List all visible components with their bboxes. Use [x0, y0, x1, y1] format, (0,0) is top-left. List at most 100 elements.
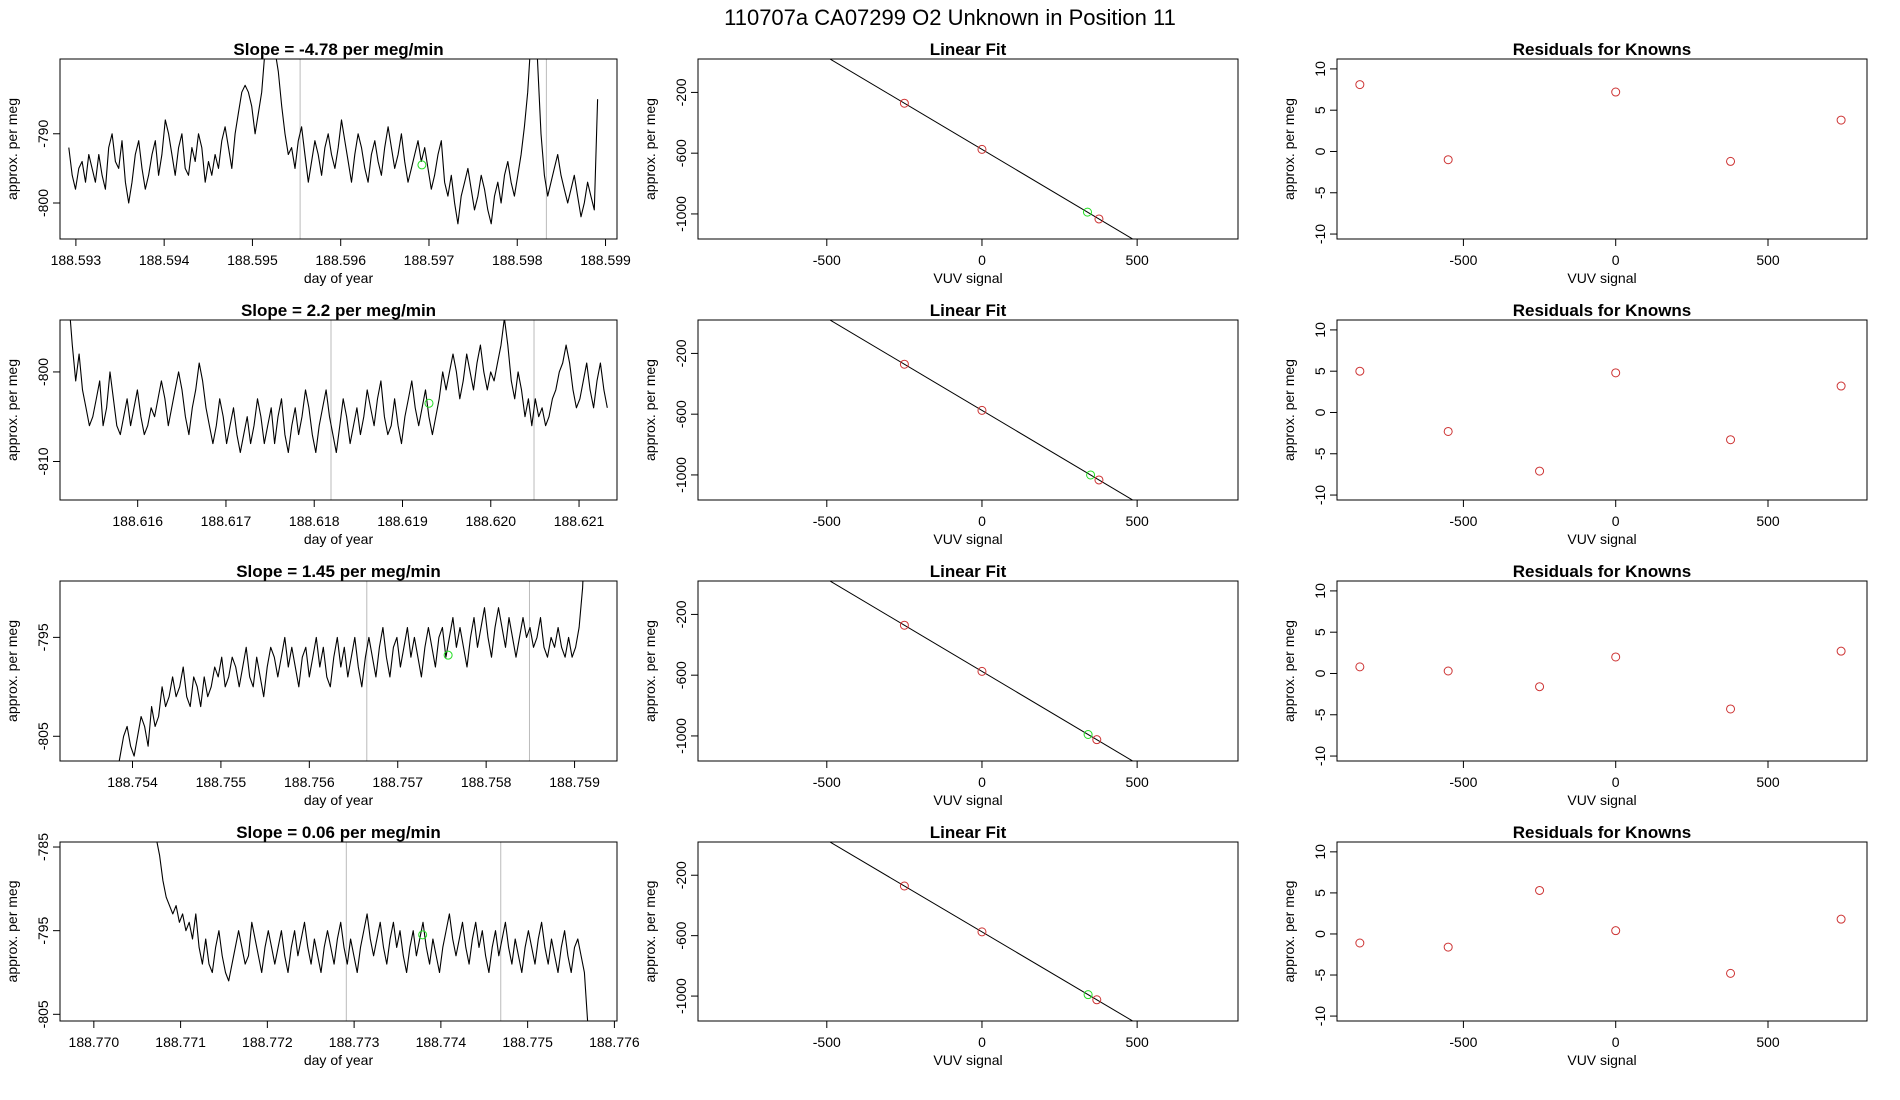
x-tick-label: -500 [1449, 1034, 1477, 1050]
y-axis-label: approx. per meg [4, 620, 20, 722]
x-tick-label: 188.599 [580, 252, 631, 268]
data-trace [69, 320, 608, 454]
unknown-point [443, 650, 453, 660]
fit-line [829, 59, 1134, 239]
x-axis: 188.593 188.594 188.595 188.596 188.597 188.5… [51, 238, 631, 286]
plot-frame [697, 841, 1239, 1022]
x-tick-label: 188.595 [227, 252, 278, 268]
y-axis-label: approx. per meg [642, 359, 658, 461]
x-axis-label: VUV signal [933, 531, 1002, 547]
y-tick-label: -1000 [673, 978, 689, 1014]
x-axis: -500 0 500 VUV signal [813, 499, 1149, 547]
plot-area [118, 581, 584, 761]
y-tick-label: 10 [1312, 322, 1328, 338]
y-tick-label: -5 [1312, 186, 1328, 199]
plot-area [829, 842, 1216, 1072]
y-tick-label: -10 [1312, 485, 1328, 505]
x-tick-label: 188.755 [196, 774, 247, 790]
x-tick-label: 0 [978, 1034, 986, 1050]
plot-frame [697, 58, 1239, 240]
x-tick-label: 188.759 [549, 774, 600, 790]
x-tick-label: 500 [1125, 252, 1149, 268]
x-tick-label: 188.621 [554, 513, 605, 529]
y-axis-label: approx. per meg [1281, 620, 1297, 722]
x-tick-label: 0 [978, 252, 986, 268]
unknown-point [1083, 729, 1093, 739]
x-tick-label: 0 [1612, 252, 1620, 268]
y-tick-label: -600 [673, 139, 689, 167]
residual-point [1355, 938, 1365, 948]
fit-line [829, 320, 1134, 500]
y-tick-label: 5 [1312, 106, 1328, 114]
x-tick-label: 0 [1612, 774, 1620, 790]
y-tick-label: 5 [1312, 889, 1328, 897]
x-tick-label: 188.774 [416, 1034, 467, 1050]
x-tick-label: 500 [1125, 1034, 1149, 1050]
x-tick-label: 0 [1612, 1034, 1620, 1050]
y-axis: -785 -795 -805 approx. per meg [4, 833, 61, 1028]
y-axis: -200 -600 -1000 approx. per meg [642, 600, 699, 754]
known-point [977, 666, 987, 676]
residual-point [1355, 662, 1365, 672]
y-axis-label: approx. per meg [1281, 881, 1297, 983]
y-tick-label: 0 [1312, 147, 1328, 155]
panel-scatter-r1c2: Residuals for Knowns -500 0 500 VUV signal 10… [1281, 301, 1868, 547]
unknown-point [1082, 207, 1092, 217]
fit-line [829, 842, 1134, 1021]
y-tick-label: -785 [35, 833, 51, 861]
x-tick-label: 188.756 [284, 774, 335, 790]
y-tick-label: -790 [35, 120, 51, 148]
x-axis: -500 0 500 VUV signal [1449, 1020, 1780, 1068]
y-tick-label: 10 [1312, 844, 1328, 860]
x-tick-label: -500 [1449, 252, 1477, 268]
y-tick-label: -600 [673, 921, 689, 949]
x-axis-label: day of year [304, 1052, 374, 1068]
x-tick-label: 188.773 [329, 1034, 380, 1050]
residual-point [1611, 652, 1621, 662]
panel-title: Residuals for Knowns [1513, 301, 1692, 320]
panel-title: Residuals for Knowns [1513, 823, 1692, 842]
known-point [1208, 1064, 1216, 1072]
known-point [899, 359, 909, 369]
y-tick-label: 0 [1312, 408, 1328, 416]
known-point [717, 251, 725, 259]
plot-area [829, 581, 1134, 761]
x-tick-label: 0 [978, 774, 986, 790]
residual-point [1726, 704, 1736, 714]
y-tick-label: -200 [673, 861, 689, 889]
panel-title: Residuals for Knowns [1513, 562, 1692, 581]
residual-point [1611, 368, 1621, 378]
y-tick-label: -805 [35, 722, 51, 750]
y-tick-label: -10 [1312, 746, 1328, 766]
panel-scatter-r0c2: Residuals for Knowns -500 0 500 VUV signal 10… [1281, 40, 1868, 286]
x-tick-label: -500 [813, 1034, 841, 1050]
x-axis-label: VUV signal [933, 1052, 1002, 1068]
plot-area [1355, 885, 1846, 978]
plot-area [1355, 80, 1846, 166]
x-tick-label: 188.758 [461, 774, 512, 790]
y-axis-label: approx. per meg [4, 359, 20, 461]
residual-point [1836, 381, 1846, 391]
panel-title: Slope = 1.45 per meg/min [236, 562, 441, 581]
y-axis-label: approx. per meg [1281, 98, 1297, 200]
x-tick-label: 188.771 [155, 1034, 206, 1050]
x-axis: 188.616 188.617 188.618 188.619 188.620 188.6… [112, 499, 605, 547]
x-tick-label: -500 [813, 774, 841, 790]
panel-title: Slope = 0.06 per meg/min [236, 823, 441, 842]
x-axis: 188.770 188.771 188.772 188.773 188.774 188.7… [69, 1020, 640, 1068]
plot-area [156, 842, 589, 1021]
residual-point [1611, 87, 1621, 97]
known-point [1208, 543, 1216, 551]
y-tick-label: -600 [673, 661, 689, 689]
y-tick-label: -1000 [673, 196, 689, 232]
residual-point [1355, 366, 1365, 376]
y-tick-label: -600 [673, 400, 689, 428]
unknown-point [417, 160, 427, 170]
y-tick-label: -5 [1312, 708, 1328, 721]
y-axis: -795 -805 approx. per meg [4, 620, 61, 750]
